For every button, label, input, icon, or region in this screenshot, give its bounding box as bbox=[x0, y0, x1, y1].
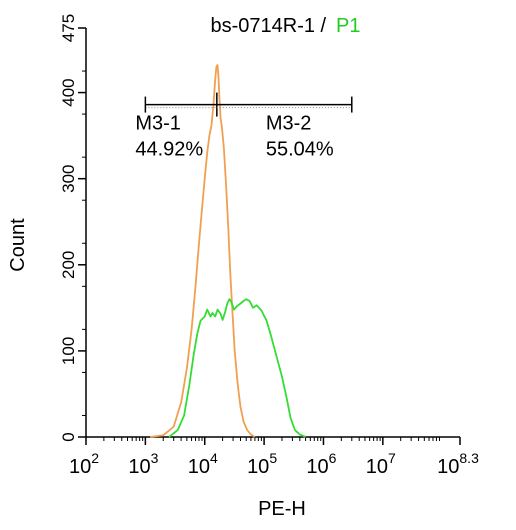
marker-gates: M3-1 44.92% M3-2 55.04% bbox=[135, 92, 353, 161]
histogram-series-2 bbox=[168, 298, 306, 438]
y-tick-label: 0 bbox=[59, 432, 78, 441]
marker-1-label: M3-1 bbox=[135, 113, 181, 135]
chart-title-separator: / bbox=[315, 15, 332, 37]
y-tick-label: 400 bbox=[59, 78, 78, 106]
marker-2-label: M3-2 bbox=[266, 113, 312, 135]
y-tick-label: 475 bbox=[59, 14, 78, 42]
x-axis-label: PE-H bbox=[258, 498, 306, 520]
marker-1-percent: 44.92% bbox=[135, 139, 203, 161]
chart-title-text: bs-0714R-1 bbox=[210, 15, 315, 37]
x-tick-label: 108.3 bbox=[437, 450, 479, 478]
chart-title-gate: P1 bbox=[336, 15, 360, 37]
chart-title: bs-0714R-1 / P1 bbox=[210, 15, 360, 37]
x-tick-label: 106 bbox=[306, 450, 336, 478]
curves bbox=[149, 64, 306, 438]
x-tick-label: 105 bbox=[247, 450, 277, 478]
x-tick-label: 102 bbox=[69, 450, 99, 478]
x-tick-label: 103 bbox=[128, 450, 158, 478]
y-tick-label: 200 bbox=[59, 251, 78, 279]
y-tick-label: 300 bbox=[59, 164, 78, 192]
y-tick-label: 100 bbox=[59, 337, 78, 365]
marker-2-percent: 55.04% bbox=[266, 139, 334, 161]
x-tick-label: 104 bbox=[188, 450, 218, 478]
histogram-series-1 bbox=[149, 64, 256, 438]
y-axis-label: Count bbox=[7, 218, 29, 272]
axes: 0 100 200 300 400 475 102 103 104 105 106 107 108.3 bbox=[59, 14, 479, 478]
x-tick-label: 107 bbox=[366, 450, 396, 478]
